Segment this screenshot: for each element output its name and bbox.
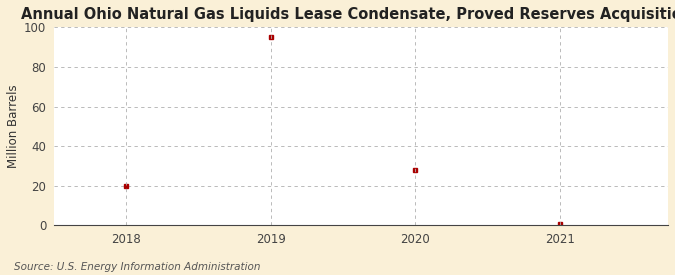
Title: Annual Ohio Natural Gas Liquids Lease Condensate, Proved Reserves Acquisitions: Annual Ohio Natural Gas Liquids Lease Co… — [21, 7, 675, 22]
Y-axis label: Million Barrels: Million Barrels — [7, 84, 20, 168]
Text: Source: U.S. Energy Information Administration: Source: U.S. Energy Information Administ… — [14, 262, 260, 272]
